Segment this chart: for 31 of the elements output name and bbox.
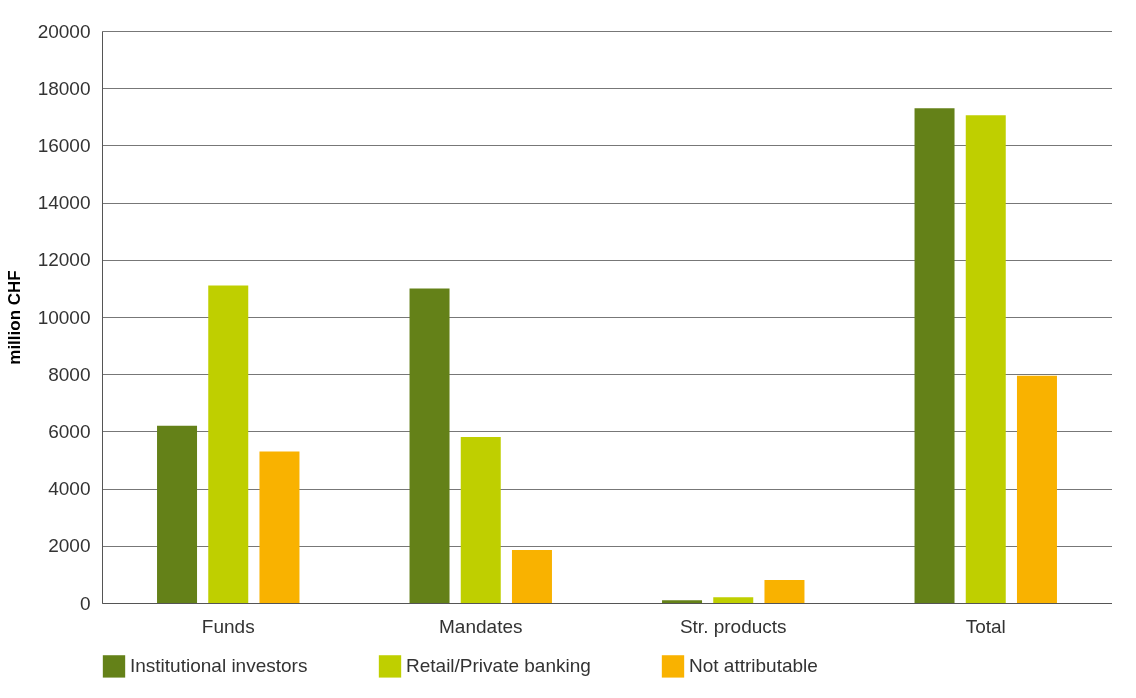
bar <box>1016 375 1057 603</box>
bar <box>662 600 703 603</box>
bar <box>914 108 955 603</box>
y-tick-label: 18000 <box>37 77 91 99</box>
y-tick-label: 10000 <box>37 306 91 328</box>
x-tick-label: Str. products <box>679 615 787 637</box>
y-tick-label: 16000 <box>37 134 91 156</box>
bar <box>259 451 300 603</box>
bar <box>511 550 552 603</box>
bar <box>764 580 805 603</box>
y-tick-label: 4000 <box>48 478 91 500</box>
y-tick-label: 20000 <box>37 20 91 42</box>
bar <box>208 285 249 603</box>
y-tick-label: 12000 <box>37 249 91 271</box>
y-tick-label: 8000 <box>48 363 91 385</box>
x-tick-label: Mandates <box>439 615 523 637</box>
x-tick-label: Total <box>965 615 1006 637</box>
bar <box>157 425 198 603</box>
legend-label: Retail/Private banking <box>406 655 591 677</box>
y-axis-title: million CHF <box>4 270 24 365</box>
bar <box>409 288 450 603</box>
legend-label: Not attributable <box>689 655 818 677</box>
y-tick-label: 2000 <box>48 535 91 557</box>
x-tick-label: Funds <box>201 615 255 637</box>
bar <box>713 597 754 603</box>
bar <box>965 115 1006 603</box>
y-tick-label: 6000 <box>48 420 91 442</box>
y-tick-label: 14000 <box>37 192 91 214</box>
bar <box>460 437 501 603</box>
legend-label: Institutional investors <box>130 655 308 677</box>
y-tick-label: 0 <box>79 592 91 614</box>
